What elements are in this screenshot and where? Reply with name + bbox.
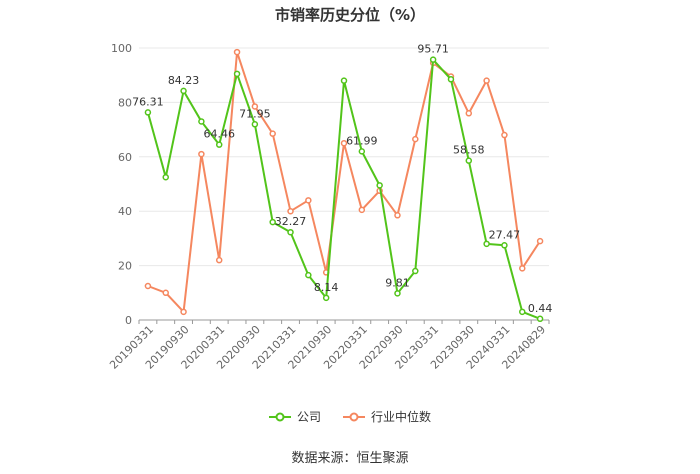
data-label: 32.27 [275, 215, 307, 228]
y-tick-label: 80 [118, 96, 132, 109]
chart-legend: 公司 行业中位数 [0, 408, 700, 425]
y-tick-label: 60 [118, 151, 132, 164]
data-point-industry[interactable] [412, 135, 419, 143]
data-point-company[interactable] [269, 218, 276, 226]
data-label: 84.23 [168, 74, 200, 87]
data-label: 71.95 [239, 107, 271, 120]
y-tick-label: 40 [118, 205, 132, 218]
legend-swatch-company [268, 412, 291, 421]
y-tick-label: 0 [125, 314, 132, 327]
data-point-company[interactable] [251, 121, 259, 128]
data-point-industry[interactable] [180, 308, 187, 316]
data-point-company[interactable] [394, 290, 401, 297]
data-point-company[interactable] [162, 173, 169, 181]
legend-label-industry: 行业中位数 [371, 410, 432, 424]
data-point-industry[interactable] [483, 77, 490, 84]
legend-label-company: 公司 [296, 410, 321, 424]
data-point-industry[interactable] [287, 207, 294, 215]
line-chart: 0204060801002019033120190930202003312020… [107, 42, 553, 372]
data-point-industry[interactable] [215, 256, 223, 264]
legend-item-industry[interactable]: 行业中位数 [343, 408, 431, 425]
data-point-company[interactable] [429, 56, 437, 63]
data-point-industry[interactable] [251, 103, 259, 110]
data-label: 61.99 [346, 134, 378, 147]
data-point-industry[interactable] [519, 265, 526, 272]
data-point-industry[interactable] [198, 150, 205, 158]
data-label: 76.31 [132, 95, 164, 108]
data-point-company[interactable] [180, 87, 187, 95]
chart-title: 市销率历史分位（%） [274, 6, 426, 24]
data-point-company[interactable] [447, 76, 455, 83]
data-point-company[interactable] [536, 315, 544, 323]
data-point-industry[interactable] [465, 110, 473, 117]
data-point-company[interactable] [287, 228, 294, 236]
data-point-company[interactable] [198, 118, 205, 125]
data-point-industry[interactable] [269, 130, 276, 137]
data-point-company[interactable] [501, 242, 508, 249]
data-point-industry[interactable] [162, 289, 169, 297]
data-label: 95.71 [417, 43, 449, 56]
data-point-company[interactable] [483, 240, 490, 248]
y-tick-label: 100 [111, 42, 132, 55]
data-point-company[interactable] [322, 294, 330, 302]
data-point-industry[interactable] [233, 48, 241, 56]
data-point-company[interactable] [465, 157, 473, 164]
data-point-company[interactable] [233, 70, 241, 78]
data-point-company[interactable] [358, 148, 366, 155]
data-point-industry[interactable] [144, 282, 152, 290]
data-source: 数据来源：恒生聚源 [291, 451, 409, 466]
data-point-industry[interactable] [305, 197, 312, 204]
legend-item-company[interactable]: 公司 [268, 408, 321, 425]
data-point-company[interactable] [144, 109, 152, 116]
data-point-company[interactable] [376, 182, 383, 189]
data-point-industry[interactable] [340, 139, 348, 147]
data-point-industry[interactable] [394, 212, 401, 219]
data-point-company[interactable] [215, 141, 223, 148]
data-label: 8.14 [314, 281, 339, 294]
data-point-industry[interactable] [501, 131, 508, 139]
data-label: 9.81 [385, 276, 410, 289]
data-point-company[interactable] [340, 77, 348, 84]
data-point-industry[interactable] [358, 206, 366, 214]
data-label: 58.58 [453, 144, 485, 157]
data-label: 64.46 [203, 128, 235, 141]
data-point-industry[interactable] [536, 237, 544, 245]
data-point-company[interactable] [412, 267, 419, 275]
y-tick-label: 20 [118, 260, 132, 273]
data-label: 27.47 [489, 228, 521, 241]
data-point-company[interactable] [305, 271, 312, 279]
data-point-company[interactable] [519, 308, 526, 316]
legend-swatch-industry [343, 412, 365, 421]
data-label: 0.44 [528, 302, 553, 315]
